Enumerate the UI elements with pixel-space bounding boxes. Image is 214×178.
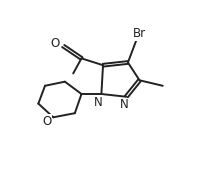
Text: Br: Br bbox=[133, 27, 146, 40]
Text: O: O bbox=[50, 37, 59, 50]
Text: N: N bbox=[120, 98, 129, 111]
Text: N: N bbox=[94, 96, 103, 109]
Text: O: O bbox=[42, 115, 51, 128]
